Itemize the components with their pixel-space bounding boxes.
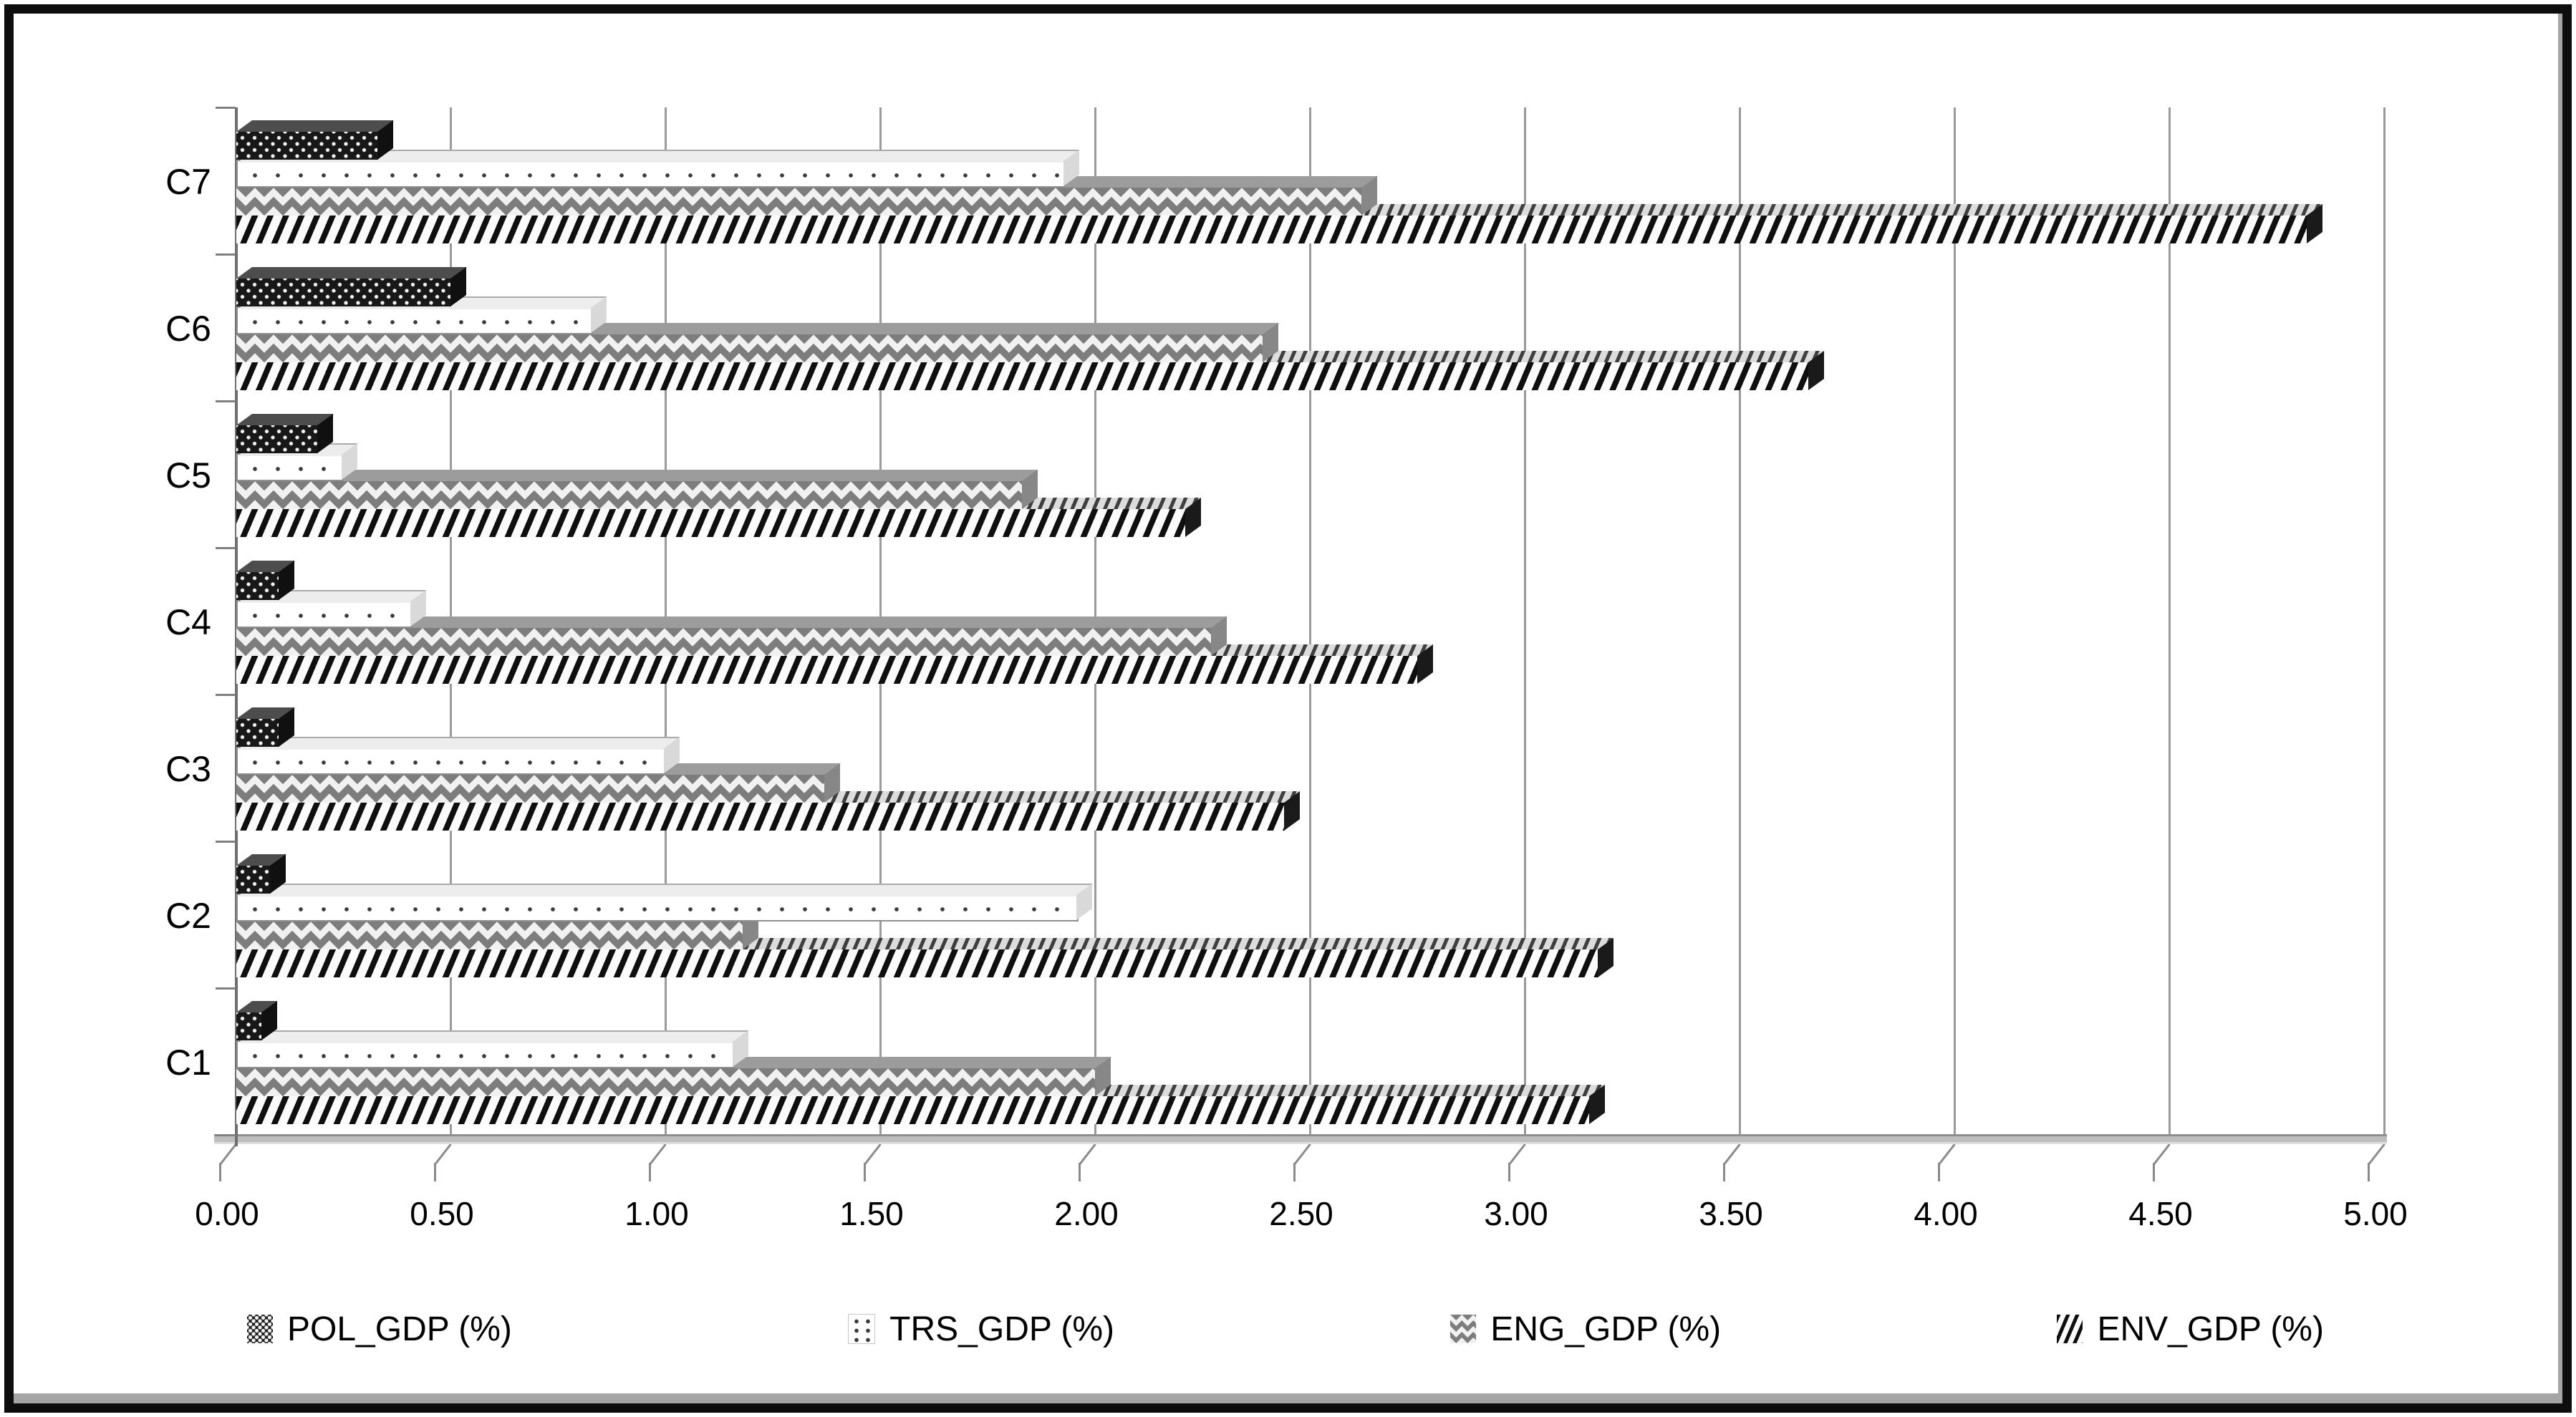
x-axis-tick-label: 2.00 bbox=[1054, 1195, 1119, 1232]
axis-tick bbox=[434, 1163, 436, 1181]
axis-tick-slant bbox=[1079, 1143, 1096, 1166]
category-label: C7 bbox=[165, 162, 211, 202]
x-axis-tick-label: 0.50 bbox=[410, 1195, 474, 1232]
category-axis-tick bbox=[216, 1134, 236, 1136]
bar-trs-c4 bbox=[236, 600, 413, 628]
category-axis-tick bbox=[216, 400, 236, 402]
category-axis-tick bbox=[216, 987, 236, 990]
x-axis-tick-label: 5.00 bbox=[2343, 1195, 2408, 1232]
legend-label: ENG_GDP (%) bbox=[1490, 1310, 1722, 1348]
bar-pol-c7 bbox=[236, 132, 378, 160]
bar-env-c7 bbox=[236, 216, 2307, 243]
axis-tick-slant bbox=[864, 1143, 882, 1166]
category-label: C5 bbox=[165, 455, 211, 495]
gridline bbox=[1309, 107, 1311, 1135]
bar-env-c1 bbox=[236, 1096, 1590, 1124]
chart-floor bbox=[214, 1134, 2387, 1144]
category-label: C3 bbox=[165, 749, 211, 789]
gridline bbox=[1954, 107, 1956, 1135]
bar-trs-c5 bbox=[236, 453, 344, 481]
x-axis-tick-label: 1.50 bbox=[839, 1195, 904, 1232]
axis-tick-slant bbox=[649, 1143, 667, 1166]
bar-eng-c6 bbox=[236, 334, 1263, 362]
axis-tick bbox=[2368, 1163, 2370, 1181]
legend-swatch-sparse-dots-white-icon bbox=[848, 1314, 876, 1344]
bar-pol-c4 bbox=[236, 572, 279, 600]
category-label: C4 bbox=[165, 602, 211, 642]
axis-tick bbox=[2153, 1163, 2155, 1181]
axis-tick-slant bbox=[219, 1143, 237, 1166]
bar-eng-c2 bbox=[236, 922, 743, 949]
axis-tick-slant bbox=[434, 1143, 452, 1166]
axis-tick bbox=[1723, 1163, 1725, 1181]
axis-tick-slant bbox=[1723, 1143, 1741, 1166]
bar-pol-c1 bbox=[236, 1012, 262, 1040]
legend: POL_GDP (%) TRS_GDP (%) ENG_GDP (%) ENV_GDP… bbox=[247, 1295, 2324, 1363]
legend-label: POL_GDP (%) bbox=[287, 1310, 512, 1348]
axis-tick bbox=[219, 1163, 221, 1181]
bar-pol-c3 bbox=[236, 719, 279, 747]
category-axis-tick bbox=[216, 841, 236, 843]
legend-swatch-dark-trellis-icon bbox=[247, 1315, 273, 1343]
bar-env-c3 bbox=[236, 803, 1285, 831]
x-axis-tick-label: 2.50 bbox=[1269, 1195, 1333, 1232]
bar-env-c6 bbox=[236, 362, 1809, 390]
gridline bbox=[2383, 107, 2386, 1135]
category-axis-tick bbox=[216, 253, 236, 256]
axis-tick bbox=[1938, 1163, 1940, 1181]
legend-swatch-gray-zigzag-icon bbox=[1450, 1315, 1477, 1343]
x-axis-tick-label: 4.00 bbox=[1914, 1195, 1978, 1232]
x-axis-tick-label: 3.00 bbox=[1484, 1195, 1548, 1232]
legend-label: ENV_GDP (%) bbox=[2097, 1310, 2324, 1348]
bar-pol-c2 bbox=[236, 866, 271, 894]
bar-trs-c7 bbox=[236, 160, 1066, 188]
bar-eng-c3 bbox=[236, 775, 825, 803]
legend-swatch-black-diagonal-icon bbox=[2057, 1315, 2083, 1343]
bar-trs-c2 bbox=[236, 894, 1079, 922]
axis-tick-slant bbox=[1293, 1143, 1311, 1166]
axis-tick bbox=[1508, 1163, 1510, 1181]
gridline bbox=[1739, 107, 1741, 1135]
legend-item-pol: POL_GDP (%) bbox=[247, 1310, 512, 1349]
x-axis-tick-label: 0.00 bbox=[195, 1195, 259, 1232]
bar-eng-c1 bbox=[236, 1068, 1096, 1096]
axis-tick-slant bbox=[2368, 1143, 2386, 1166]
x-axis-tick-label: 3.50 bbox=[1699, 1195, 1763, 1232]
bar-trs-c3 bbox=[236, 747, 666, 775]
axis-tick bbox=[864, 1163, 866, 1181]
category-label: C2 bbox=[165, 896, 211, 936]
category-axis-tick bbox=[216, 547, 236, 549]
axis-tick-slant bbox=[2153, 1143, 2171, 1166]
bar-trs-c1 bbox=[236, 1040, 735, 1068]
bar-env-c2 bbox=[236, 949, 1598, 977]
bar-env-c5 bbox=[236, 509, 1186, 537]
x-axis-tick-label: 4.50 bbox=[2128, 1195, 2193, 1232]
legend-item-env: ENV_GDP (%) bbox=[2057, 1310, 2324, 1349]
axis-tick bbox=[649, 1163, 651, 1181]
axis-tick-slant bbox=[1938, 1143, 1956, 1166]
bar-pol-c5 bbox=[236, 425, 318, 453]
bar-pol-c6 bbox=[236, 279, 451, 306]
axis-tick bbox=[1293, 1163, 1296, 1181]
bar-eng-c5 bbox=[236, 481, 1023, 509]
axis-tick bbox=[1079, 1163, 1081, 1181]
category-axis-tick bbox=[216, 694, 236, 696]
bar-trs-c6 bbox=[236, 306, 593, 334]
category-label: C6 bbox=[165, 309, 211, 349]
legend-item-trs: TRS_GDP (%) bbox=[848, 1310, 1114, 1349]
legend-item-eng: ENG_GDP (%) bbox=[1450, 1310, 1721, 1349]
legend-label: TRS_GDP (%) bbox=[889, 1310, 1114, 1348]
category-label: C1 bbox=[165, 1043, 211, 1083]
gridline bbox=[1524, 107, 1526, 1135]
bar-eng-c4 bbox=[236, 628, 1212, 656]
bar-env-c4 bbox=[236, 656, 1418, 684]
x-axis-tick-label: 1.00 bbox=[624, 1195, 689, 1232]
category-axis-tick bbox=[216, 107, 236, 109]
bar-eng-c7 bbox=[236, 188, 1362, 216]
gridline bbox=[2169, 107, 2171, 1135]
axis-tick-slant bbox=[1508, 1143, 1526, 1166]
